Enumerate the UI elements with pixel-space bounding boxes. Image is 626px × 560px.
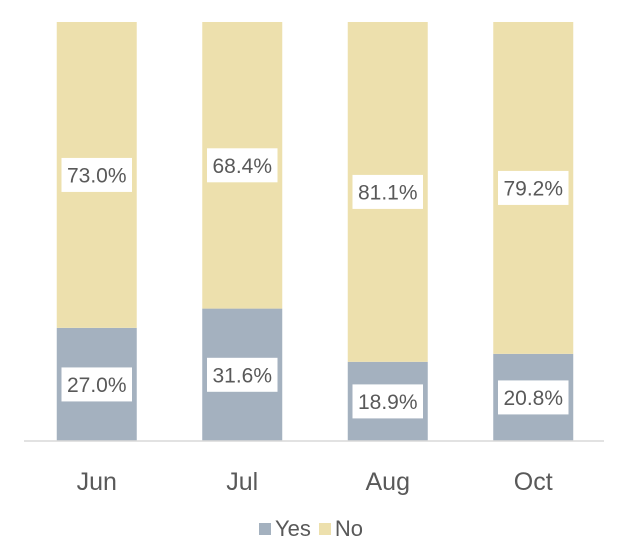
legend-item-yes: Yes	[258, 516, 311, 542]
x-tick-label-aug: Aug	[366, 468, 410, 496]
data-label-no-jul: 68.4%	[212, 155, 272, 178]
data-label-bg-yes-oct	[498, 380, 569, 415]
x-tick-label-jun: Jun	[77, 468, 117, 496]
data-label-yes-jul: 31.6%	[212, 364, 272, 387]
data-label-yes-aug: 18.9%	[358, 391, 418, 414]
legend-swatch-yes	[258, 523, 271, 535]
data-label-bg-yes-aug	[352, 384, 423, 419]
data-label-no-aug: 81.1%	[358, 181, 418, 204]
data-label-bg-yes-jun	[61, 367, 132, 402]
data-label-no-oct: 79.2%	[503, 177, 563, 200]
data-label-no-jun: 73.0%	[67, 164, 127, 187]
data-label-bg-no-jun	[61, 157, 132, 192]
legend-item-no: No	[318, 516, 363, 542]
data-label-bg-yes-jul	[207, 357, 278, 392]
labels-layer: 27.0% 73.0% Jun 31.6% 68.4% Jul 18.9% 81.1% Aug 2…	[61, 148, 569, 496]
data-label-bg-no-aug	[352, 174, 423, 209]
data-label-yes-jun: 27.0%	[67, 374, 127, 397]
legend: Yes No	[0, 514, 626, 544]
data-label-bg-no-jul	[207, 148, 278, 183]
legend-label-no: No	[334, 516, 363, 541]
x-tick-label-jul: Jul	[226, 468, 258, 496]
legend-swatch-no	[318, 523, 331, 535]
bars-layer	[56, 22, 574, 441]
data-label-yes-oct: 20.8%	[503, 387, 563, 410]
x-tick-label-oct: Oct	[514, 468, 553, 496]
stacked-bar-chart: 27.0% 73.0% Jun 31.6% 68.4% Jul 18.9% 81.1% Aug 2…	[24, 22, 604, 496]
data-label-bg-no-oct	[498, 170, 569, 205]
legend-label-yes: Yes	[274, 516, 311, 541]
